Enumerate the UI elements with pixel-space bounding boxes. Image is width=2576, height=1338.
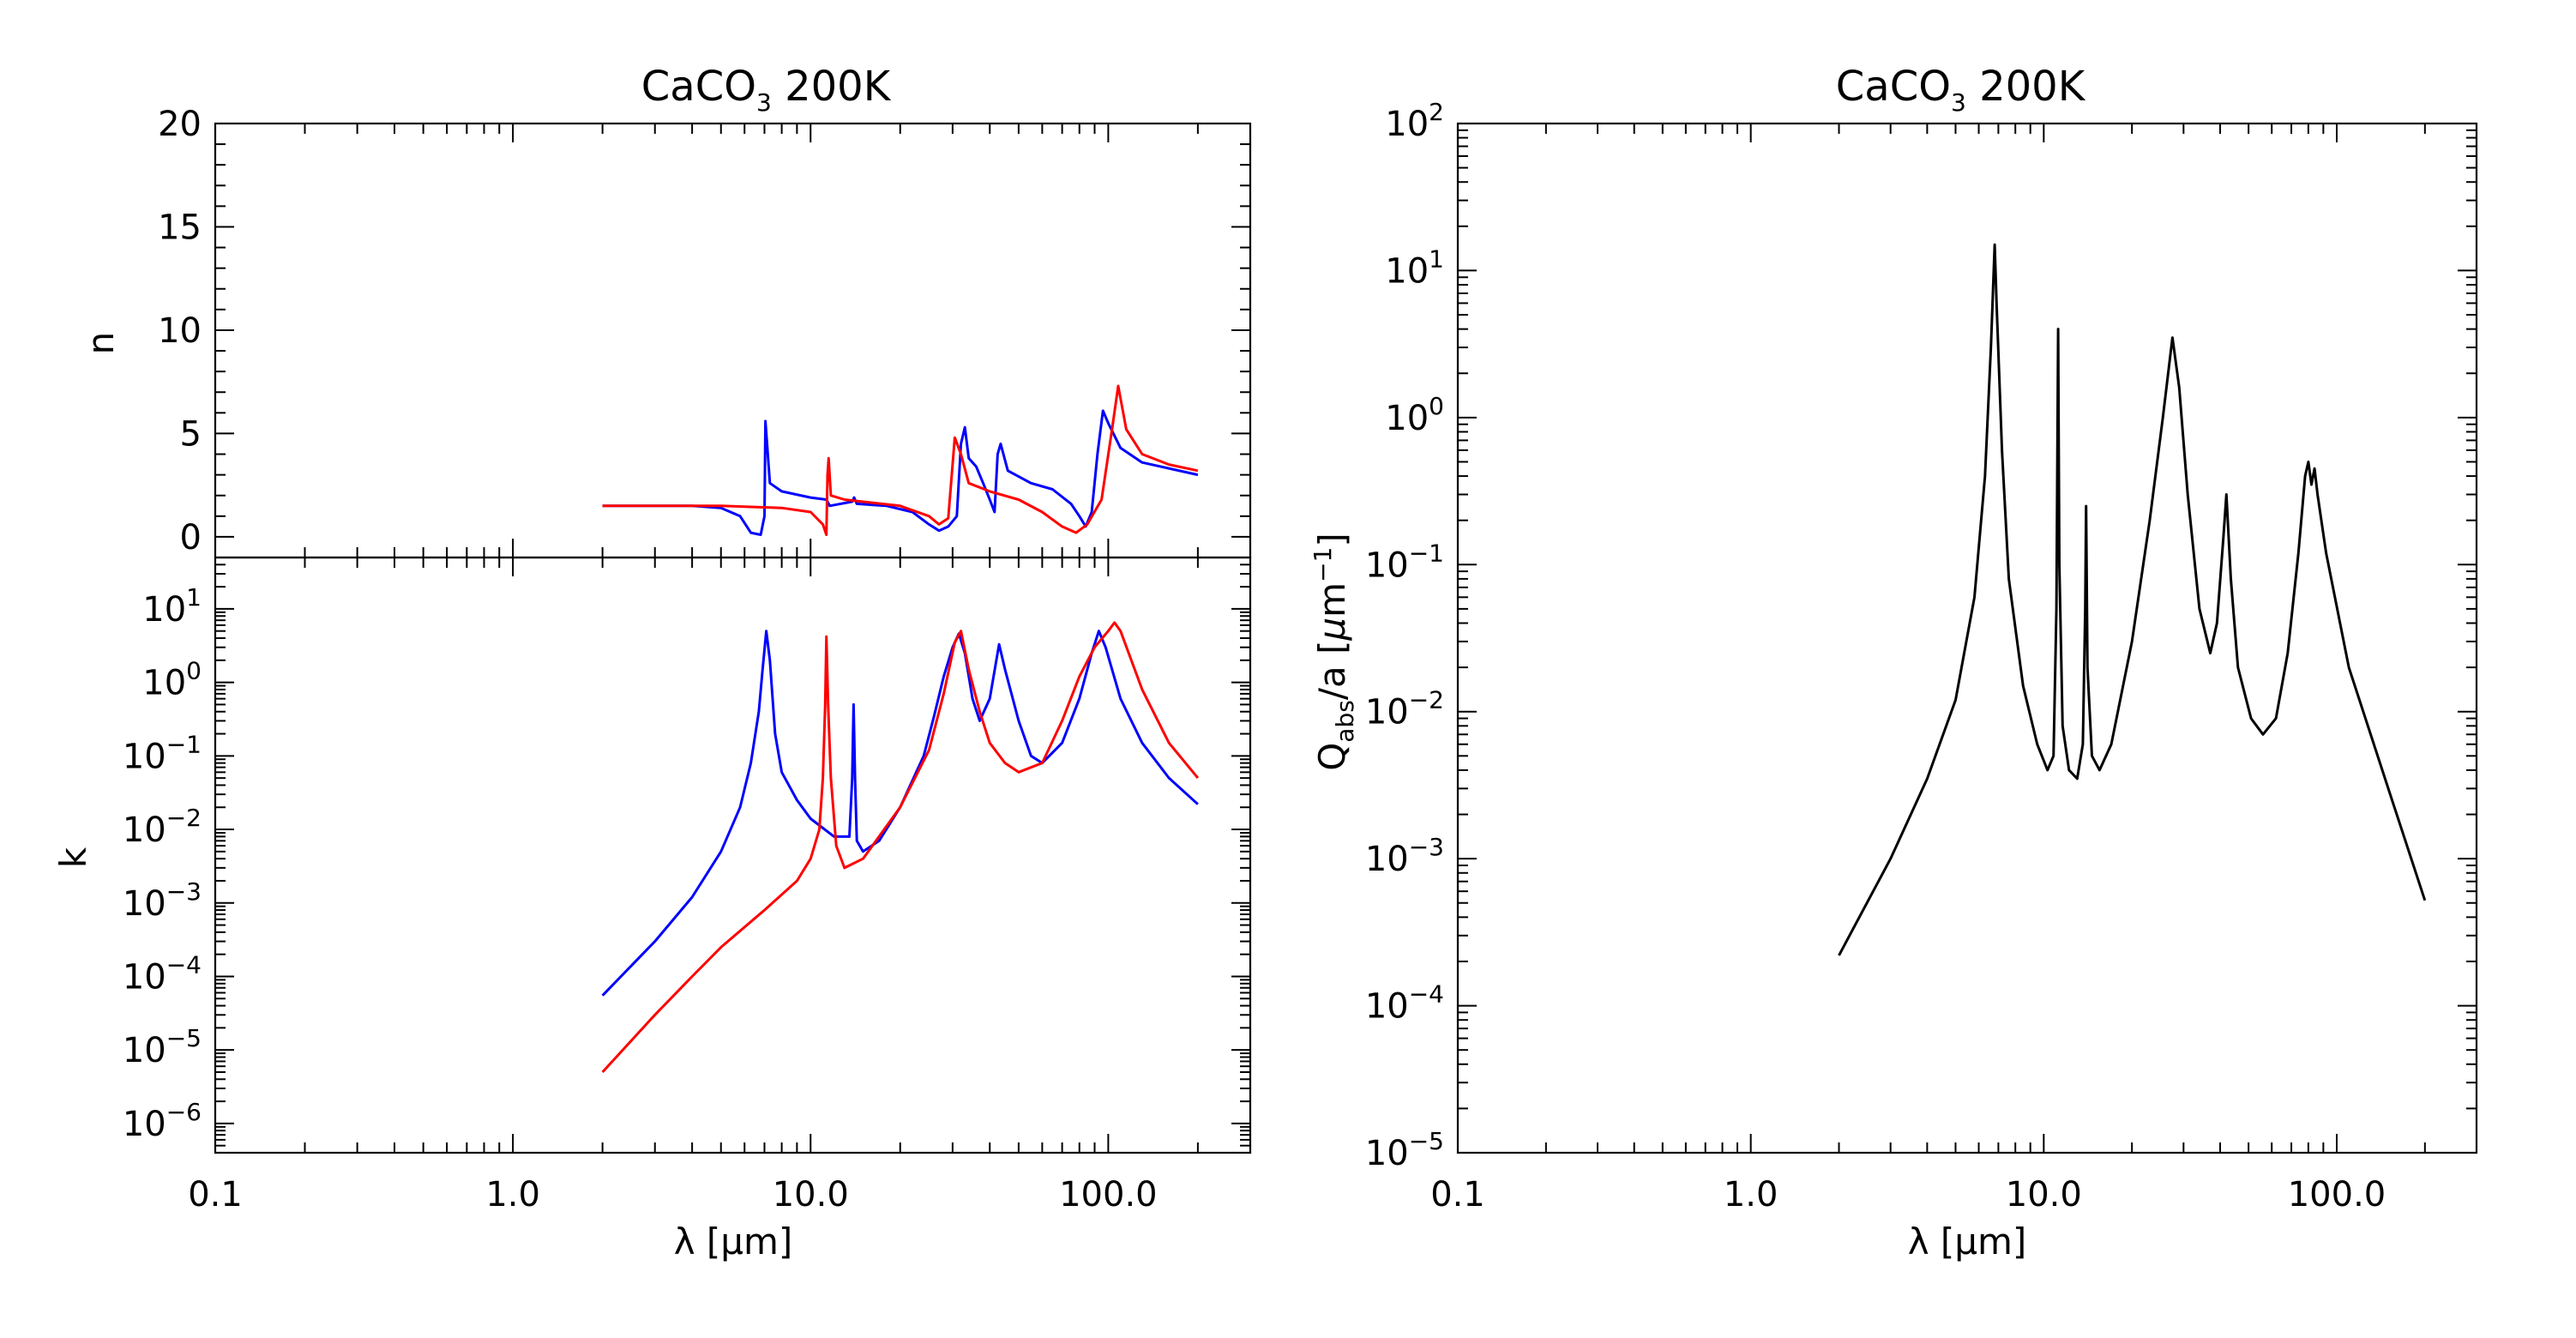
n-panel-title: CaCO3 200K (641, 63, 892, 117)
tick-exponent: 2 (1429, 98, 1444, 126)
y-tick-label: 5 (180, 414, 202, 454)
tick-exponent: 1 (1429, 244, 1444, 273)
tick-base: 10 (1365, 840, 1409, 879)
x-tick-label: 0.1 (188, 1175, 243, 1214)
x-tick-label: 10.0 (2006, 1175, 2082, 1214)
q-panel: CaCO3 200K 0.1 1.0 10.0 100.010−510−410−310… (1309, 63, 2478, 1263)
ylabel-unit: m (1311, 582, 1353, 618)
tick-base: 10 (1385, 399, 1429, 438)
tick-base: 10 (123, 957, 166, 997)
k-x-axis-label: λ [μm] (674, 1220, 793, 1263)
ylabel-base: Q (1311, 743, 1353, 771)
tick-exponent: −4 (166, 950, 202, 979)
k-axis-label: k (52, 847, 94, 868)
y-tick-label: 0 (180, 518, 202, 558)
tick-exponent: 1 (186, 583, 202, 612)
q-panel-title: CaCO3 200K (1836, 63, 2086, 117)
tick-base: 10 (142, 664, 186, 703)
series-line (602, 384, 1199, 536)
ylabel-superscript: −1 (1309, 547, 1337, 582)
y-tick-label: 10−5 (123, 1024, 202, 1070)
k-series (601, 621, 1200, 1074)
y-tick-label: 10−4 (123, 950, 202, 997)
x-tick-label: 0.1 (1430, 1175, 1485, 1214)
n-panel: CaCO3 200K 0 5 10 15 20 n (80, 63, 1252, 559)
tick-exponent: −1 (166, 730, 202, 758)
tick-exponent: 0 (186, 657, 202, 685)
n-axes: 0 5 10 15 20 (158, 105, 1251, 558)
n-series (602, 384, 1199, 536)
y-tick-label: 10−5 (1365, 1127, 1444, 1173)
y-tick-label: 101 (1385, 244, 1444, 291)
ylabel-subscript: abs (1331, 700, 1359, 743)
tick-exponent: 0 (1429, 392, 1444, 420)
y-tick-label: 10−3 (123, 877, 202, 924)
series-line (1838, 243, 2427, 956)
title-subscript: 3 (1951, 88, 1966, 117)
y-tick-label: 10−1 (123, 730, 202, 776)
tick-exponent: −3 (166, 877, 202, 906)
tick-exponent: −2 (1409, 686, 1444, 714)
tick-exponent: −5 (166, 1024, 202, 1052)
tick-base: 10 (1385, 105, 1429, 144)
tick-exponent: −1 (1409, 539, 1444, 567)
ylabel-end: ] (1311, 533, 1353, 546)
x-tick-label: 100.0 (2288, 1175, 2386, 1214)
title-rest: 200K (1966, 63, 2086, 111)
x-tick-label: 100.0 (1059, 1175, 1158, 1214)
y-tick-label: 102 (1385, 98, 1444, 144)
tick-base: 10 (1365, 545, 1409, 585)
y-tick-label: 10−6 (123, 1098, 202, 1144)
tick-exponent: −4 (1409, 980, 1444, 1009)
y-tick-label: 10−1 (1365, 539, 1444, 585)
q-plot-frame (1456, 122, 2478, 1154)
tick-base: 10 (142, 590, 186, 630)
y-tick-label: 10−4 (1365, 980, 1444, 1027)
y-tick-label: 100 (142, 657, 202, 703)
tick-exponent: −2 (166, 804, 202, 832)
y-tick-label: 10−2 (1365, 686, 1444, 732)
tick-base: 10 (1365, 693, 1409, 732)
k-plot-frame (214, 556, 1252, 1154)
y-tick-label: 10−2 (123, 804, 202, 850)
title-base: CaCO (1836, 63, 1951, 111)
tick-base: 10 (123, 811, 166, 850)
tick-base: 10 (1385, 251, 1429, 291)
y-tick-label: 10−3 (1365, 833, 1444, 879)
tick-exponent: −5 (1409, 1127, 1444, 1155)
y-tick-label: 10 (158, 311, 202, 351)
tick-base: 10 (123, 884, 166, 924)
title-subscript: 3 (756, 88, 772, 117)
title-rest: 200K (772, 63, 892, 111)
x-tick-label: 10.0 (773, 1175, 849, 1214)
tick-base: 10 (123, 1105, 166, 1144)
tick-base: 10 (123, 1031, 166, 1070)
y-tick-label: 100 (1385, 392, 1444, 438)
q-series (1838, 243, 2427, 956)
tick-exponent: −3 (1409, 833, 1444, 861)
series-line (601, 621, 1200, 1074)
x-tick-label: 1.0 (485, 1175, 540, 1214)
title-base: CaCO (641, 63, 756, 111)
tick-base: 10 (1365, 1134, 1409, 1173)
y-tick-label: 101 (142, 583, 202, 630)
k-panel: 0.1 1.0 10.0 100.010−610−510−410−310−210−11… (52, 556, 1252, 1263)
y-tick-label: 20 (158, 105, 202, 144)
ylabel-mu: μ (1311, 618, 1353, 642)
y-tick-label: 15 (158, 208, 202, 247)
k-axes: 0.1 1.0 10.0 100.010−610−510−410−310−210−11… (123, 557, 1251, 1214)
x-tick-label: 1.0 (1724, 1175, 1779, 1214)
n-axis-label: n (80, 332, 122, 355)
tick-base: 10 (1365, 987, 1409, 1027)
tick-base: 10 (123, 737, 166, 776)
tick-exponent: −6 (166, 1098, 202, 1126)
q-x-axis-label: λ [μm] (1908, 1220, 2027, 1263)
q-axis-label: Qabs/a [μm−1] (1309, 533, 1359, 771)
ylabel-mid: /a [ (1311, 641, 1353, 701)
